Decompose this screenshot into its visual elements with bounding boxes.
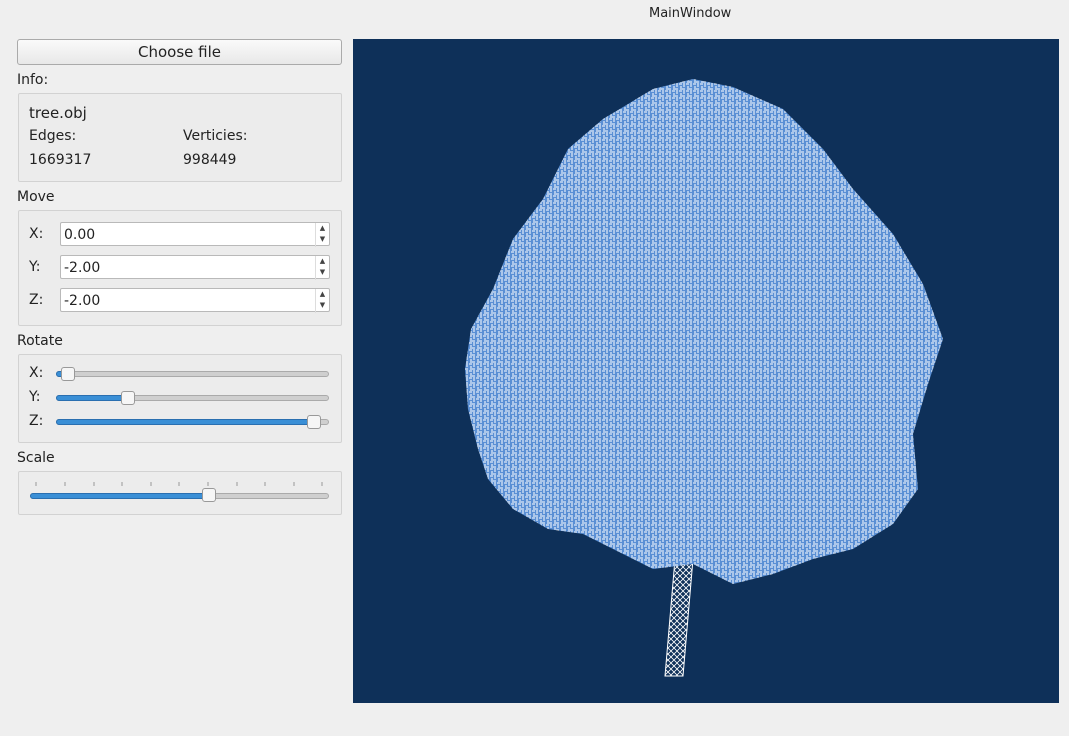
axis-label: X: <box>29 226 44 242</box>
vertices-value: 998449 <box>183 152 237 168</box>
spinbox[interactable]: -2.00 ▲ ▼ <box>60 255 330 280</box>
tree-crown <box>465 79 943 584</box>
window-title: MainWindow <box>649 6 732 21</box>
spin-arrows[interactable]: ▲ ▼ <box>315 289 329 313</box>
info-box <box>18 93 342 182</box>
viewport <box>353 39 1059 703</box>
slider-handle[interactable] <box>307 415 321 429</box>
slider-fill <box>30 493 209 499</box>
section-label: Move <box>17 189 55 205</box>
edges-label: Edges: <box>29 128 77 144</box>
section-label: Rotate <box>17 333 63 349</box>
edges-value: 1669317 <box>29 152 92 168</box>
slider-handle[interactable] <box>121 391 135 405</box>
spinbox-value: -2.00 <box>64 293 101 309</box>
spinbox-value: 0.00 <box>64 227 96 243</box>
choose-file-button[interactable]: Choose file <box>17 39 342 65</box>
axis-label: Y: <box>29 259 41 275</box>
axis-label: Y: <box>29 389 41 405</box>
spinbox[interactable]: 0.00 ▲ ▼ <box>60 222 330 247</box>
slider-handle[interactable] <box>202 488 216 502</box>
slider-ticks <box>35 482 323 486</box>
slider-fill <box>56 419 314 425</box>
spin-arrows[interactable]: ▲ ▼ <box>315 223 329 247</box>
slider-fill <box>56 395 128 401</box>
slider-handle[interactable] <box>61 367 75 381</box>
spinbox[interactable]: -2.00 ▲ ▼ <box>60 288 330 313</box>
axis-label: Z: <box>29 292 44 308</box>
file-name: tree.obj <box>29 104 87 122</box>
section-label: Scale <box>17 450 55 466</box>
spin-arrows[interactable]: ▲ ▼ <box>315 256 329 280</box>
spinbox-value: -2.00 <box>64 260 101 276</box>
slider-track[interactable] <box>56 371 329 377</box>
axis-label: X: <box>29 365 44 381</box>
axis-label: Z: <box>29 413 44 429</box>
vertices-label: Verticies: <box>183 128 248 144</box>
section-label: Info: <box>17 72 49 88</box>
title-bar: MainWindow <box>0 0 1069 28</box>
